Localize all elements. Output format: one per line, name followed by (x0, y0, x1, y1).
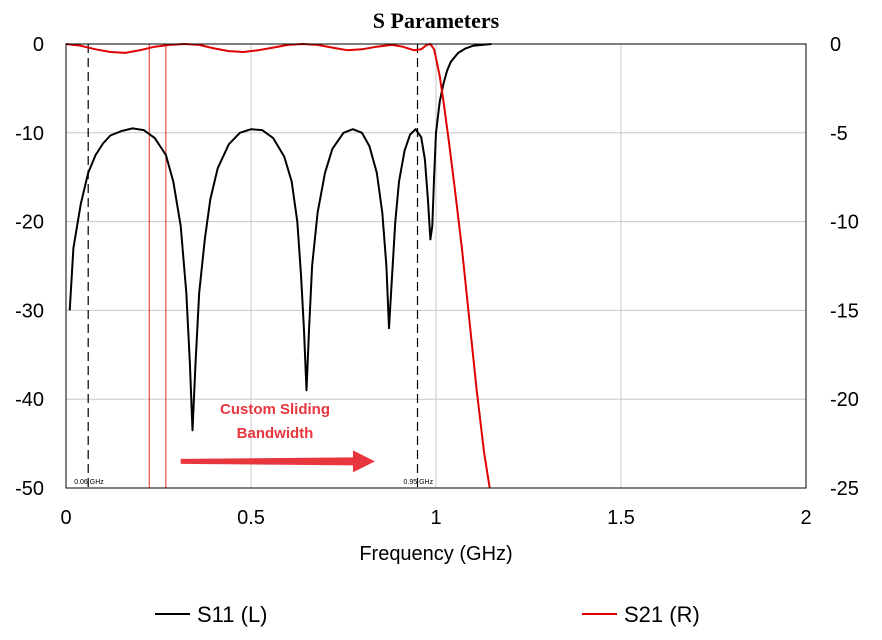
y-left-tick-label: 0 (33, 34, 44, 56)
chart-title: S Parameters (373, 8, 500, 33)
y-left-tick-label: -20 (15, 212, 44, 234)
s11-line (68, 43, 492, 432)
x-tick-label: 1 (430, 507, 441, 529)
y-left-tick-label: -40 (15, 389, 44, 411)
marker-label: 0.06 GHz (74, 479, 104, 486)
x-tick-label: 1.5 (607, 507, 635, 529)
annotation-line-2: Bandwidth (237, 425, 314, 442)
legend: S11 (L) S21 (R) (155, 602, 700, 627)
x-axis-label: Frequency (GHz) (359, 543, 512, 565)
frequency-markers: 0.06 GHz 0.95 GHz (74, 44, 434, 488)
y-right-tick-label: -25 (830, 478, 859, 500)
plot-frame (65, 43, 807, 489)
y-right-tick-label: -10 (830, 212, 859, 234)
s21-line (65, 43, 491, 489)
legend-label-s21: S21 (R) (624, 602, 700, 627)
y-right-tick-label: -15 (830, 300, 859, 322)
y-left-tick-label: -10 (15, 123, 44, 145)
y-right-tick-label: -20 (830, 389, 859, 411)
annotation-arrow (180, 450, 375, 473)
y-left-tick-label: -50 (15, 478, 44, 500)
y-right-tick-label: -5 (830, 123, 848, 145)
sliding-bandwidth-annotation: Custom Sliding Bandwidth (180, 401, 375, 473)
legend-label-s11: S11 (L) (197, 602, 268, 627)
marker-label: 0.95 GHz (404, 479, 434, 486)
x-tick-label: 0.5 (237, 507, 265, 529)
y-right-tick-label: 0 (830, 34, 841, 56)
series-lines (65, 43, 492, 489)
x-tick-label: 0 (60, 507, 71, 529)
y-left-tick-label: -30 (15, 300, 44, 322)
bandwidth-lines (148, 44, 167, 488)
x-tick-label: 2 (800, 507, 811, 529)
axis-ticks: 0 0.5 1 1.5 2 0 -10 -20 -30 -40 -50 0 -5 -10 -15 -20 -25 (15, 34, 859, 529)
annotation-line-1: Custom Sliding (220, 401, 330, 418)
